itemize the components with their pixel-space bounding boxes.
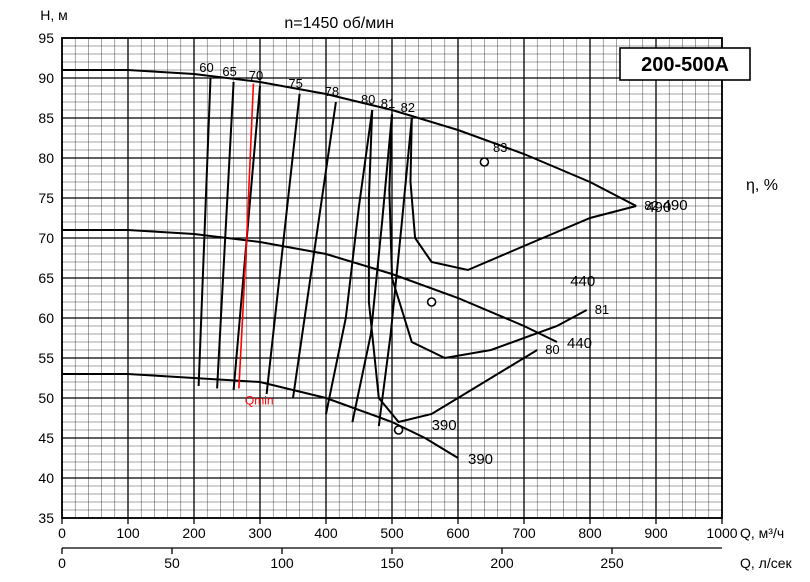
svg-text:50: 50 — [164, 555, 180, 571]
svg-text:82: 82 — [401, 100, 415, 115]
svg-text:100: 100 — [270, 555, 294, 571]
svg-text:0: 0 — [58, 555, 66, 571]
qmin-label: Qmin — [245, 393, 274, 407]
operating-point-marker — [428, 298, 436, 306]
svg-text:80: 80 — [545, 342, 559, 357]
svg-text:150: 150 — [380, 555, 404, 571]
svg-text:65: 65 — [38, 270, 54, 286]
svg-text:45: 45 — [38, 430, 54, 446]
svg-text:0: 0 — [58, 525, 66, 541]
x-axis-label-top: Q, м³/ч — [740, 525, 784, 541]
svg-text:35: 35 — [38, 510, 54, 526]
svg-text:440: 440 — [570, 273, 595, 290]
y-axis-label: Н, м — [40, 7, 68, 23]
svg-text:80: 80 — [361, 92, 375, 107]
operating-point-marker — [395, 426, 403, 434]
eta-axis-label: η, % — [746, 177, 778, 194]
svg-text:1000: 1000 — [706, 525, 737, 541]
svg-text:75: 75 — [38, 190, 54, 206]
svg-text:78: 78 — [325, 84, 339, 99]
svg-text:700: 700 — [512, 525, 536, 541]
svg-text:90: 90 — [38, 70, 54, 86]
x-axis-label-bottom: Q, л/сек — [740, 555, 793, 571]
svg-text:81: 81 — [381, 96, 395, 111]
svg-text:81: 81 — [595, 302, 609, 317]
svg-text:100: 100 — [116, 525, 140, 541]
svg-text:390: 390 — [432, 417, 457, 434]
svg-text:85: 85 — [38, 110, 54, 126]
svg-text:60: 60 — [38, 310, 54, 326]
svg-text:83: 83 — [493, 140, 507, 155]
svg-text:65: 65 — [222, 64, 236, 79]
svg-text:800: 800 — [578, 525, 602, 541]
svg-text:390: 390 — [468, 451, 493, 468]
svg-text:80: 80 — [38, 150, 54, 166]
svg-text:55: 55 — [38, 350, 54, 366]
svg-text:500: 500 — [380, 525, 404, 541]
svg-text:75: 75 — [288, 76, 302, 91]
svg-text:250: 250 — [600, 555, 624, 571]
svg-text:200: 200 — [490, 555, 514, 571]
operating-point-marker — [480, 158, 488, 166]
svg-text:400: 400 — [314, 525, 338, 541]
svg-text:200: 200 — [182, 525, 206, 541]
svg-text:70: 70 — [249, 68, 263, 83]
chart-title: n=1450 об/мин — [284, 15, 394, 32]
svg-text:600: 600 — [446, 525, 470, 541]
svg-text:40: 40 — [38, 470, 54, 486]
svg-text:900: 900 — [644, 525, 668, 541]
svg-text:300: 300 — [248, 525, 272, 541]
svg-text:60: 60 — [199, 60, 213, 75]
svg-text:70: 70 — [38, 230, 54, 246]
svg-text:95: 95 — [38, 30, 54, 46]
svg-text:82: 82 — [644, 198, 658, 213]
svg-text:50: 50 — [38, 390, 54, 406]
designation-label: 200-500А — [641, 54, 729, 76]
svg-text:440: 440 — [567, 335, 592, 352]
